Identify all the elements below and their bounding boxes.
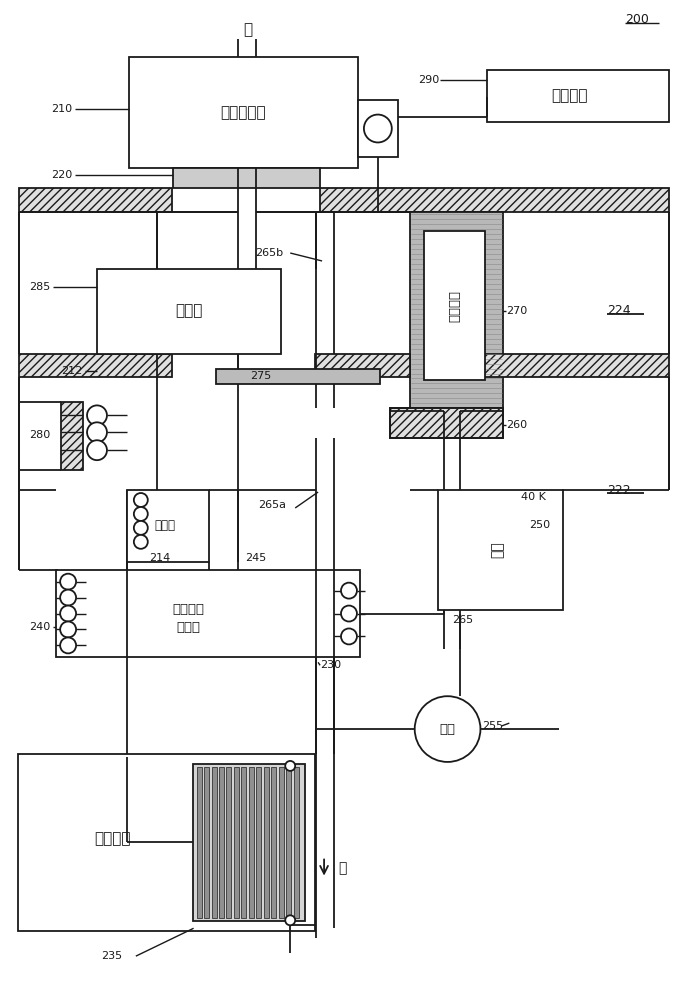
- Bar: [219, 767, 224, 918]
- Text: 222: 222: [607, 484, 631, 497]
- Bar: [249, 767, 254, 918]
- Circle shape: [134, 507, 148, 521]
- Text: 240: 240: [29, 622, 51, 632]
- Text: 第二级: 第二级: [154, 519, 175, 532]
- Text: 250: 250: [530, 520, 550, 530]
- Circle shape: [60, 606, 76, 622]
- Bar: [234, 767, 239, 918]
- Text: 275: 275: [251, 371, 272, 381]
- Circle shape: [285, 915, 295, 925]
- Bar: [423, 231, 486, 380]
- Bar: [488, 70, 669, 122]
- Circle shape: [87, 422, 107, 442]
- Text: 超导线圈: 超导线圈: [95, 831, 132, 846]
- Bar: [390, 408, 503, 438]
- Text: 280: 280: [29, 430, 51, 440]
- Text: 交换器: 交换器: [177, 621, 201, 634]
- Text: 290: 290: [418, 75, 439, 85]
- Bar: [438, 490, 563, 610]
- Text: 265: 265: [453, 615, 473, 625]
- Text: 220: 220: [51, 170, 73, 180]
- Text: 40 K: 40 K: [521, 492, 546, 502]
- Text: 低温冷却器: 低温冷却器: [221, 105, 266, 120]
- Circle shape: [60, 622, 76, 637]
- Text: 265b: 265b: [256, 248, 284, 258]
- Text: 230: 230: [320, 660, 341, 670]
- Bar: [192, 764, 305, 921]
- Bar: [264, 767, 269, 918]
- Text: 260: 260: [506, 420, 527, 430]
- Text: 285: 285: [29, 282, 51, 292]
- Bar: [56, 570, 360, 657]
- Text: 214: 214: [149, 553, 170, 563]
- Text: 245: 245: [245, 553, 266, 563]
- Bar: [204, 767, 209, 918]
- Circle shape: [134, 493, 148, 507]
- Bar: [320, 188, 669, 212]
- Bar: [286, 767, 291, 918]
- Text: 流: 流: [338, 861, 347, 875]
- Text: 200: 200: [625, 13, 649, 26]
- Text: 开关: 开关: [440, 723, 456, 736]
- Bar: [129, 57, 358, 168]
- Text: 210: 210: [51, 104, 73, 114]
- Circle shape: [60, 574, 76, 590]
- Circle shape: [134, 535, 148, 549]
- Bar: [19, 188, 172, 212]
- Bar: [271, 767, 276, 918]
- Circle shape: [364, 115, 392, 142]
- Bar: [19, 354, 172, 377]
- Text: 液氨主热: 液氨主热: [173, 603, 205, 616]
- Text: 235: 235: [101, 951, 122, 961]
- Circle shape: [341, 628, 357, 644]
- Circle shape: [87, 405, 107, 425]
- Bar: [127, 490, 208, 562]
- Bar: [294, 767, 299, 918]
- Circle shape: [87, 440, 107, 460]
- Bar: [241, 767, 247, 918]
- Text: 储存: 储存: [490, 541, 504, 558]
- Bar: [212, 767, 216, 918]
- Circle shape: [60, 637, 76, 653]
- Circle shape: [60, 590, 76, 606]
- Text: 255: 255: [482, 721, 503, 731]
- Bar: [197, 767, 201, 918]
- Bar: [256, 767, 262, 918]
- Circle shape: [285, 761, 295, 771]
- Bar: [279, 767, 284, 918]
- Bar: [61, 402, 83, 470]
- Bar: [410, 212, 503, 411]
- Circle shape: [341, 583, 357, 599]
- Bar: [173, 168, 320, 188]
- Text: 265a: 265a: [258, 500, 286, 510]
- Text: 储存设备: 储存设备: [551, 88, 587, 103]
- Circle shape: [341, 606, 357, 622]
- Bar: [227, 767, 232, 918]
- Bar: [358, 100, 398, 157]
- Circle shape: [134, 521, 148, 535]
- Bar: [216, 369, 380, 384]
- Bar: [429, 354, 669, 377]
- Text: 212: 212: [61, 366, 82, 376]
- Text: 第一级: 第一级: [175, 303, 202, 318]
- Text: 主: 主: [242, 22, 252, 37]
- Text: 热再生器: 热再生器: [448, 290, 461, 322]
- Bar: [97, 269, 282, 354]
- Bar: [18, 754, 315, 931]
- Circle shape: [414, 696, 480, 762]
- Text: 224: 224: [607, 304, 631, 317]
- Bar: [315, 354, 410, 377]
- Bar: [390, 408, 503, 438]
- Text: 270: 270: [506, 306, 527, 316]
